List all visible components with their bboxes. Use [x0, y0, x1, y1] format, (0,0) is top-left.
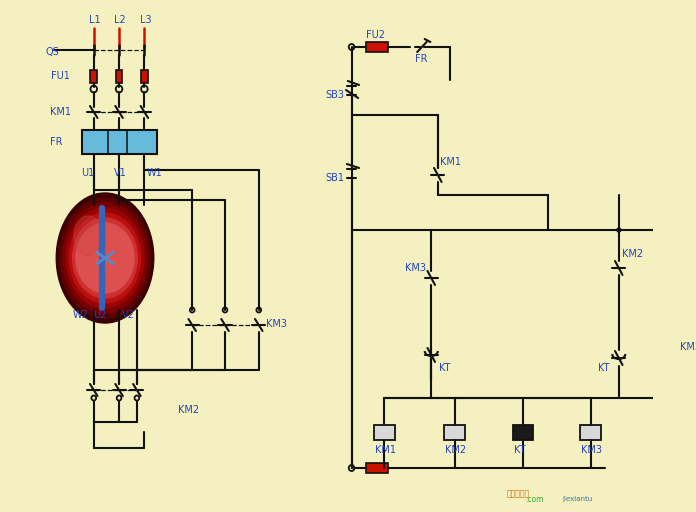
Bar [365, 463, 388, 473]
Text: FR: FR [49, 137, 62, 147]
Bar [116, 70, 122, 82]
Text: FU1: FU1 [51, 71, 70, 81]
Text: V2: V2 [122, 310, 135, 320]
Text: jiexiantu: jiexiantu [562, 496, 593, 502]
Text: KM1: KM1 [375, 445, 396, 455]
Ellipse shape [60, 198, 150, 318]
Text: KM3: KM3 [581, 445, 602, 455]
Text: KM2: KM2 [622, 249, 642, 259]
Text: U1: U1 [81, 168, 94, 178]
Ellipse shape [74, 216, 102, 256]
Circle shape [673, 228, 677, 232]
Text: FR: FR [416, 54, 428, 64]
Ellipse shape [63, 203, 147, 313]
Text: L2: L2 [114, 15, 126, 25]
Ellipse shape [70, 213, 141, 303]
Ellipse shape [66, 208, 144, 308]
Text: L1: L1 [89, 15, 101, 25]
Text: SB1: SB1 [325, 173, 345, 183]
Text: SB3: SB3 [325, 90, 345, 100]
Text: KT: KT [438, 363, 450, 373]
Ellipse shape [76, 223, 134, 293]
Text: L3: L3 [140, 15, 151, 25]
Text: KM3: KM3 [267, 319, 287, 329]
Bar [444, 424, 465, 439]
Bar [580, 424, 601, 439]
Text: KT: KT [514, 445, 525, 455]
Bar [141, 70, 148, 82]
Text: QS: QS [45, 47, 58, 57]
Text: KM1: KM1 [440, 157, 461, 167]
Text: KM1: KM1 [49, 107, 71, 117]
Circle shape [617, 228, 621, 232]
Bar [513, 424, 533, 439]
Text: KM2: KM2 [178, 405, 199, 415]
Bar [81, 130, 157, 154]
Text: U2: U2 [93, 310, 106, 320]
Text: KM3: KM3 [680, 342, 696, 352]
Text: 电子发烧友: 电子发烧友 [506, 489, 530, 499]
Text: KM3: KM3 [405, 263, 426, 273]
Text: W2: W2 [73, 310, 89, 320]
Text: KM2: KM2 [445, 445, 466, 455]
Text: V1: V1 [114, 168, 127, 178]
Bar [365, 42, 388, 52]
Text: KT: KT [598, 363, 610, 373]
Ellipse shape [56, 193, 154, 323]
Text: FU2: FU2 [365, 30, 385, 40]
Bar [90, 70, 97, 82]
Text: W1: W1 [146, 168, 162, 178]
Text: .com: .com [525, 495, 544, 503]
Bar [374, 424, 395, 439]
Ellipse shape [72, 218, 137, 298]
